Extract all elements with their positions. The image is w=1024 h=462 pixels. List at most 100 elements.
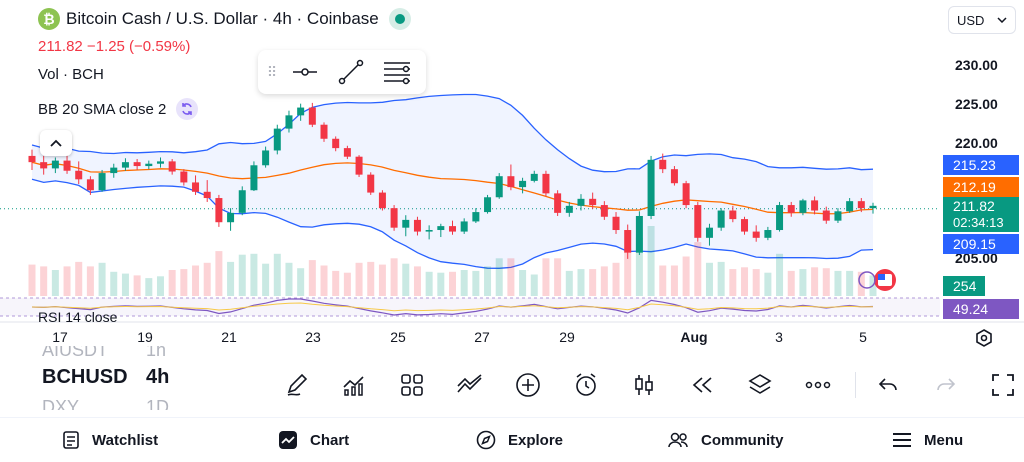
bollinger-upper-line (31, 93, 874, 173)
pencil-draw-icon[interactable] (282, 370, 312, 400)
horizontal-line-icon[interactable] (282, 50, 328, 94)
chart-settings-icon[interactable] (973, 327, 995, 349)
volume-bar (402, 263, 410, 296)
symbol-picker[interactable]: AIUSDT BCHUSD DXY (42, 346, 128, 410)
candle-body (273, 128, 281, 151)
volume-bar (659, 265, 667, 296)
line-tools-icon[interactable] (374, 50, 420, 94)
indicators-icon[interactable] (339, 370, 369, 400)
collapse-legend-button[interactable] (40, 130, 72, 156)
candle-body (834, 211, 842, 221)
volume-legend[interactable]: Vol · BCH (38, 66, 104, 83)
hamburger-menu-icon (893, 433, 911, 447)
volume-bar (308, 260, 316, 296)
nav-watchlist[interactable]: Watchlist (62, 418, 158, 462)
candle-body (659, 159, 667, 170)
candle-body (156, 161, 164, 164)
candle-body (63, 160, 71, 171)
volume-bar (250, 253, 258, 296)
volume-bar (460, 270, 468, 296)
candle-body (589, 198, 597, 206)
volume-bar (484, 266, 492, 296)
candle-body (437, 226, 445, 231)
symbol-header[interactable]: ₿ Bitcoin Cash / U.S. Dollar · 4h · Coin… (38, 8, 411, 30)
symbol-prev[interactable]: AIUSDT (42, 346, 109, 360)
volume-bar (180, 269, 188, 296)
volume-bar (530, 274, 538, 296)
replay-icon[interactable] (687, 370, 717, 400)
refresh-icon[interactable] (176, 98, 199, 120)
chart-area[interactable]: ₿ Bitcoin Cash / U.S. Dollar · 4h · Coin… (0, 0, 1024, 348)
timeframe-active[interactable]: 4h (146, 366, 170, 388)
candle-body (28, 155, 36, 163)
candle-body (857, 201, 865, 209)
candle-body (285, 115, 293, 129)
candle-body (250, 165, 258, 191)
more-icon[interactable] (803, 370, 833, 400)
nav-menu[interactable]: Menu (892, 418, 963, 462)
candle-body (460, 221, 468, 232)
volume-bar (273, 253, 281, 296)
price-chart[interactable] (0, 0, 1024, 348)
volume-bar (822, 268, 830, 296)
volume-bar (741, 267, 749, 296)
nav-label: Watchlist (92, 431, 159, 449)
timeframe-next[interactable]: 1D (146, 397, 170, 410)
layers-icon[interactable] (745, 370, 775, 400)
rsi-legend[interactable]: RSI 14 close (38, 309, 118, 325)
timeframe-prev[interactable]: 1h (146, 346, 167, 360)
nav-explore[interactable]: Explore (476, 418, 563, 462)
symbol-next[interactable]: DXY (42, 397, 80, 410)
candle-body (215, 198, 223, 223)
chevron-down-icon (997, 17, 1007, 23)
watchlist-icon (63, 431, 79, 449)
candle-body (378, 192, 386, 209)
trend-line-icon[interactable] (328, 50, 374, 94)
candle-body (203, 191, 211, 199)
currency-select[interactable]: USD (948, 6, 1016, 34)
candle-body (238, 190, 246, 213)
volume-bar (600, 266, 608, 296)
symbol-active[interactable]: BCHUSD (42, 366, 128, 388)
candle-body (308, 107, 316, 125)
nav-community[interactable]: Community (667, 418, 784, 462)
candle-body (227, 212, 235, 223)
candle-body (764, 230, 772, 238)
volume-tag: 254 (943, 276, 985, 296)
add-icon[interactable] (513, 370, 543, 400)
redo-icon[interactable] (931, 370, 961, 400)
volume-bar (133, 275, 141, 296)
undo-icon[interactable] (873, 370, 903, 400)
bollinger-band-fill (32, 94, 873, 269)
volume-bar (811, 267, 819, 296)
floating-drawing-toolbar[interactable]: ⠿ (258, 50, 426, 94)
volume-bar (507, 258, 515, 296)
candle-body (507, 176, 515, 188)
fullscreen-icon[interactable] (988, 370, 1018, 400)
bb-upper-tag: 215.23 (943, 155, 1019, 175)
candle-body (787, 205, 795, 213)
volume-bar (227, 261, 235, 296)
nav-chart[interactable]: Chart (278, 418, 349, 462)
volume-bar (262, 263, 270, 296)
volume-bar (857, 271, 865, 296)
date-label: 5 (859, 329, 867, 345)
volume-bar (437, 272, 445, 296)
candle-countdown: 02:34:13 (953, 215, 1004, 230)
volume-bar (86, 266, 94, 296)
volume-bar (717, 261, 725, 296)
volume-bar (554, 258, 562, 296)
alert-clock-icon[interactable] (571, 370, 601, 400)
timeframe-picker[interactable]: 1h 4h 1D (146, 346, 169, 410)
candle-type-icon[interactable] (629, 370, 659, 400)
drag-handle-icon[interactable]: ⠿ (266, 63, 278, 80)
patterns-icon[interactable] (455, 370, 485, 400)
candle-body (472, 212, 480, 222)
layouts-icon[interactable] (397, 370, 427, 400)
market-status-icon[interactable] (388, 8, 411, 30)
volume-bar (215, 251, 223, 296)
bollinger-legend[interactable]: BB 20 SMA close 2 (38, 98, 199, 120)
volume-bar (589, 269, 597, 296)
volume-bar (682, 256, 690, 296)
volume-bar (28, 264, 36, 296)
